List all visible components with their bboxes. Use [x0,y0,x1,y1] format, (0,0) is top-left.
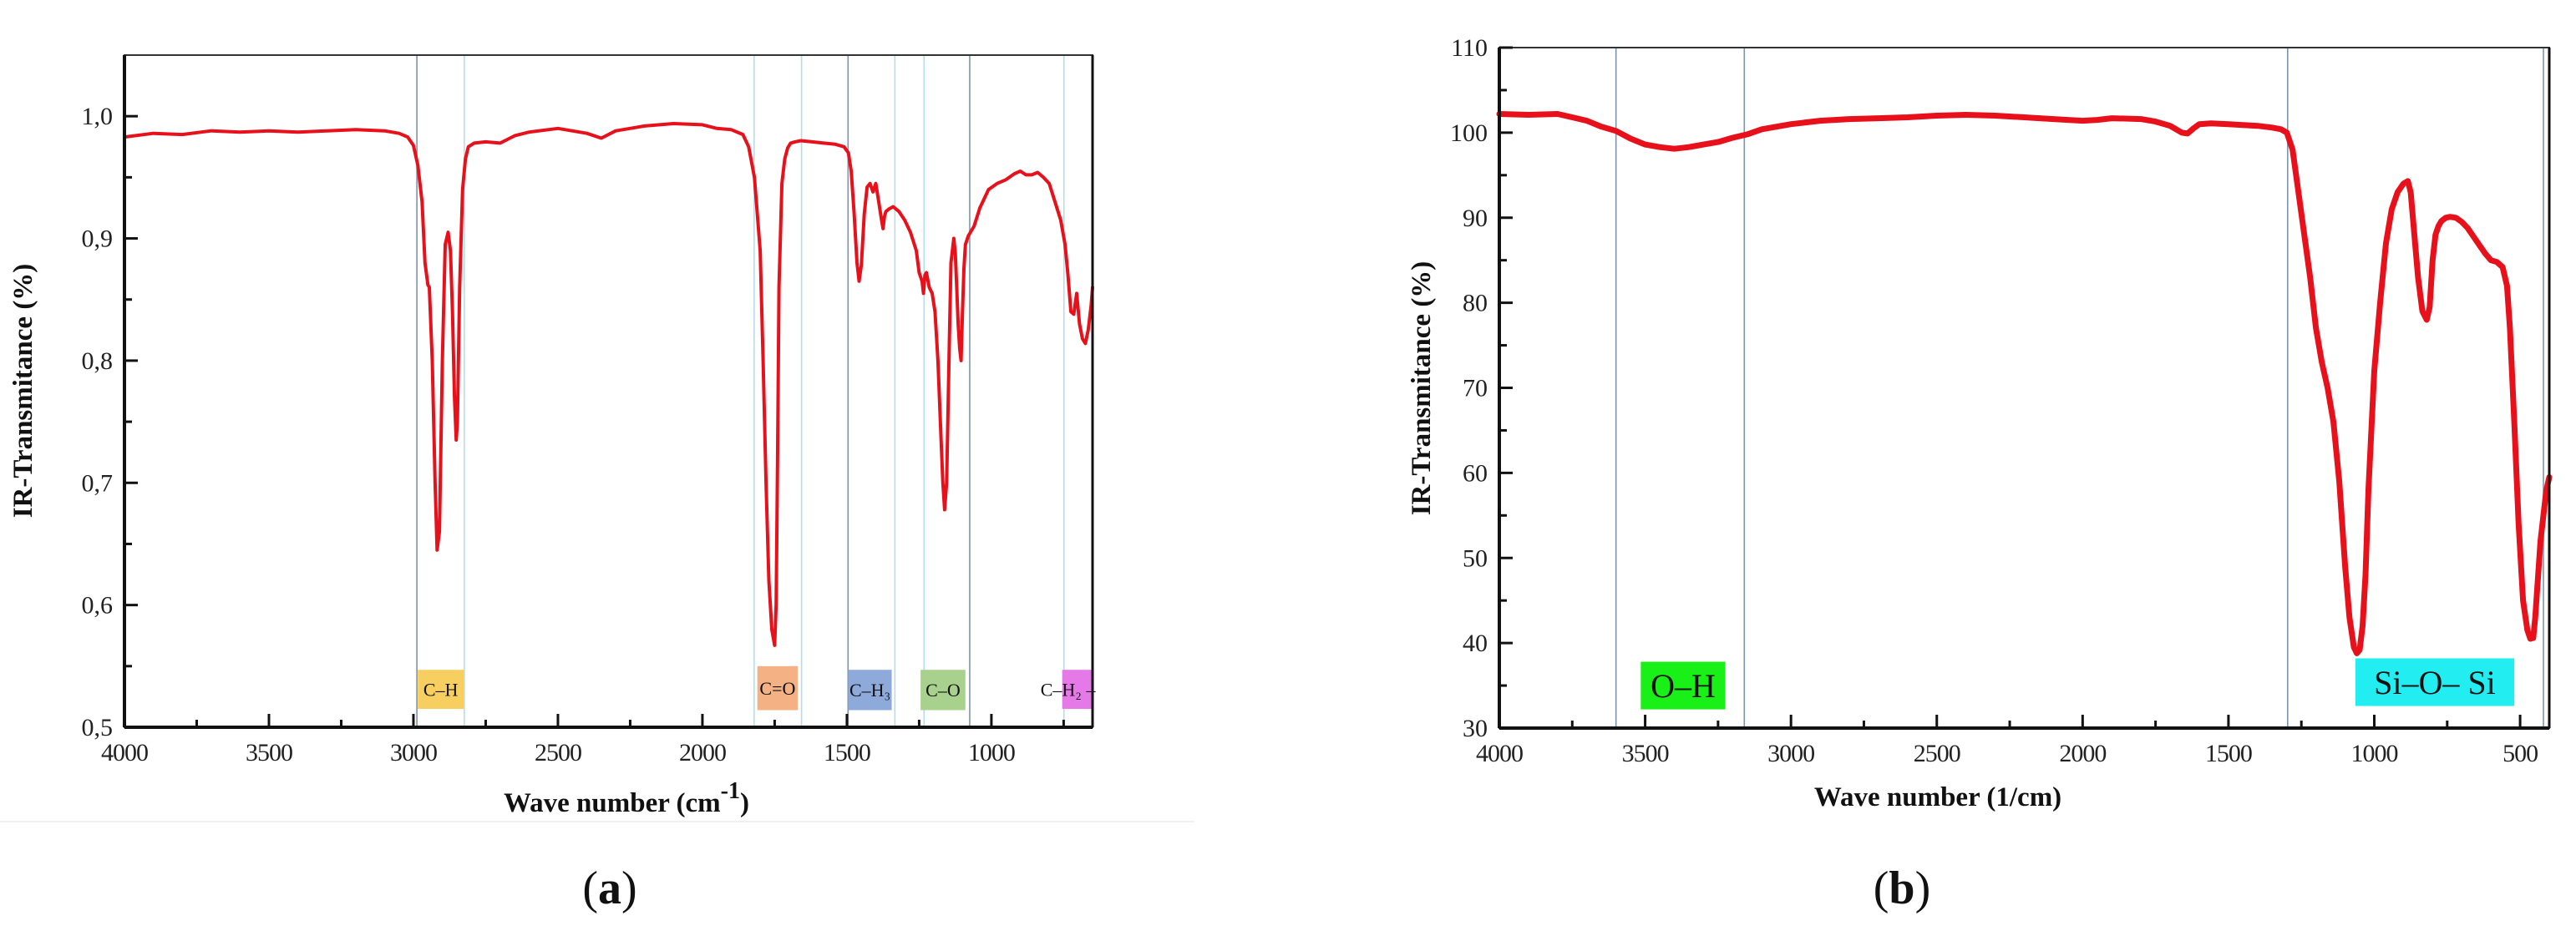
spectrum-curve [1496,111,2553,656]
band-label-box [1640,661,1726,710]
x-tick-label: 2500 [535,739,581,766]
y-tick-label: 90 [1463,205,1488,232]
band-label: C–H₃ [848,670,892,711]
band-label: C=O [757,665,799,711]
chart-b: O–H Si–O– Si 4000 3500 3000 2500 2000 1500 1000 5… [1407,34,2553,812]
caption-letter-b: b [1889,863,1915,914]
band-label-box [757,665,799,711]
y-tick-label: 100 [1450,119,1488,147]
band-label: Si–O– Si [2355,658,2515,706]
x-tick-label: 1000 [968,739,1015,766]
caption-a: (a) [582,863,637,914]
x-tick-label: 2500 [1914,740,1960,767]
band-label-text: O–H [1651,667,1716,705]
y-tick-label: 50 [1463,544,1488,572]
band-label-box [920,670,966,711]
x-tick-label: 3000 [390,739,437,766]
y-tick-label: 0,7 [82,469,114,497]
y-tick-label: 1,0 [82,103,114,130]
y-tick-label: 0,5 [82,714,114,741]
x-tick-label: 1500 [2205,740,2252,767]
band-label-text: Si–O– Si [2374,664,2496,701]
x-axis-title: Wave number (cm-1) [504,778,749,818]
band-label: C–H [418,670,464,710]
caption-b: (b) [1873,863,1931,914]
x-tick-label: 500 [2502,740,2538,767]
x-tick-label: 4000 [101,739,148,766]
x-tick-label: 2000 [679,739,726,766]
y-axis-title: IR-Transmitance (%) [8,264,38,519]
band-label: C–O [920,670,966,711]
band-label-box [848,670,892,711]
panel-divider-a [0,821,1194,822]
chart-a: C–H C=O C–H₃ C–O C–H₂ – 4000 3500 3000 2500 2000 1… [8,54,1097,818]
y-tick-label: 0,9 [82,225,114,253]
x-tick-label: 3500 [246,739,292,766]
y-tick-label: 60 [1463,459,1488,487]
band-label: C–H₂ – [1041,670,1097,710]
plot-frame [1498,47,2550,729]
band-label-text: C–H₂ – [1041,679,1097,700]
y-tick-label: 110 [1451,34,1488,62]
x-tick-label: 3000 [1767,740,1814,767]
band-label-text: C–H [423,679,459,700]
band-label-text: C=O [759,678,795,699]
y-tick-label: 0,8 [82,347,114,375]
x-tick-label: 3500 [1622,740,1669,767]
x-tick-label: 2000 [2059,740,2106,767]
y-tick-label: 0,6 [82,592,114,620]
y-tick-label: 80 [1463,290,1488,317]
x-tick-label: 1000 [2351,740,2398,767]
band-label-box [418,670,464,710]
x-tick-label: 1500 [824,739,870,766]
y-tick-label: 70 [1463,375,1488,402]
y-tick-label: 30 [1463,715,1488,742]
spectrum-curve [123,122,1094,647]
band-label-box [1062,670,1093,710]
x-axis-title: Wave number (1/cm) [1814,782,2061,812]
y-axis-title: IR-Transmitance (%) [1407,261,1437,516]
band-label-text: C–O [925,680,961,701]
band-label-box [2355,658,2515,706]
x-tick-label: 4000 [1476,740,1523,767]
band-label: O–H [1640,661,1726,710]
y-tick-label: 40 [1463,630,1488,657]
band-label-text: C–H₃ [849,680,890,701]
caption-letter-a: a [598,863,621,914]
